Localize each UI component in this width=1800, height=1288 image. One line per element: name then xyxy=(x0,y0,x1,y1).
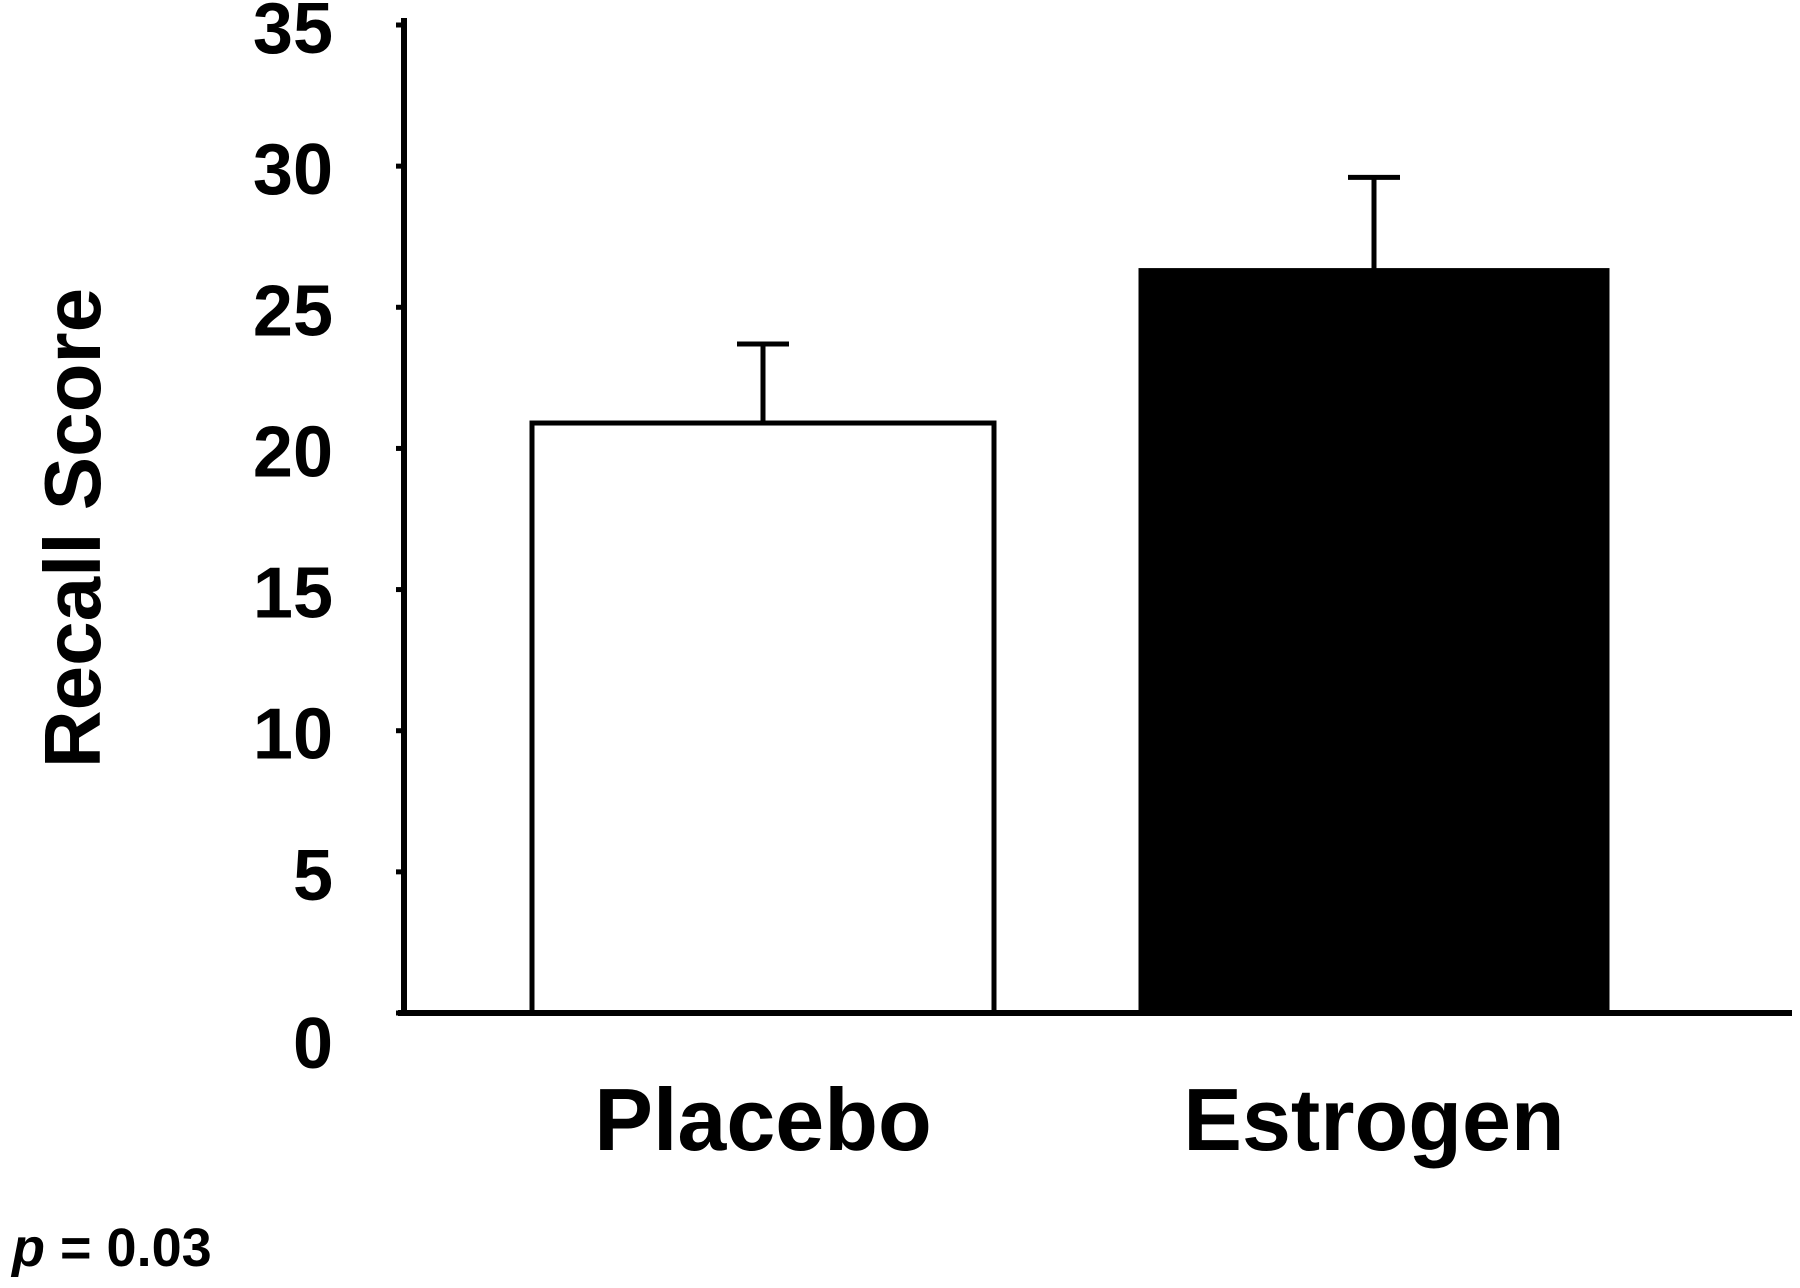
bar-placebo xyxy=(529,420,997,1016)
x-category-label: Placebo xyxy=(594,1070,931,1169)
y-tick-label: 0 xyxy=(293,1004,333,1084)
x-category-label: Estrogen xyxy=(1183,1070,1564,1169)
y-axis-label: Recall Score xyxy=(28,288,117,768)
p-value-text: = 0.03 xyxy=(45,1218,212,1278)
y-tick-label: 35 xyxy=(253,0,333,69)
y-tick-label: 5 xyxy=(293,836,333,916)
y-tick-label: 15 xyxy=(253,554,333,634)
p-value-annotation: p = 0.03 xyxy=(10,1218,212,1278)
p-symbol: p xyxy=(10,1218,45,1278)
y-tick-label: 25 xyxy=(253,271,333,351)
y-tick-label: 30 xyxy=(253,130,333,210)
bar-estrogen xyxy=(1138,268,1610,1016)
y-tick-label: 20 xyxy=(253,412,333,492)
y-tick-label: 10 xyxy=(253,695,333,775)
